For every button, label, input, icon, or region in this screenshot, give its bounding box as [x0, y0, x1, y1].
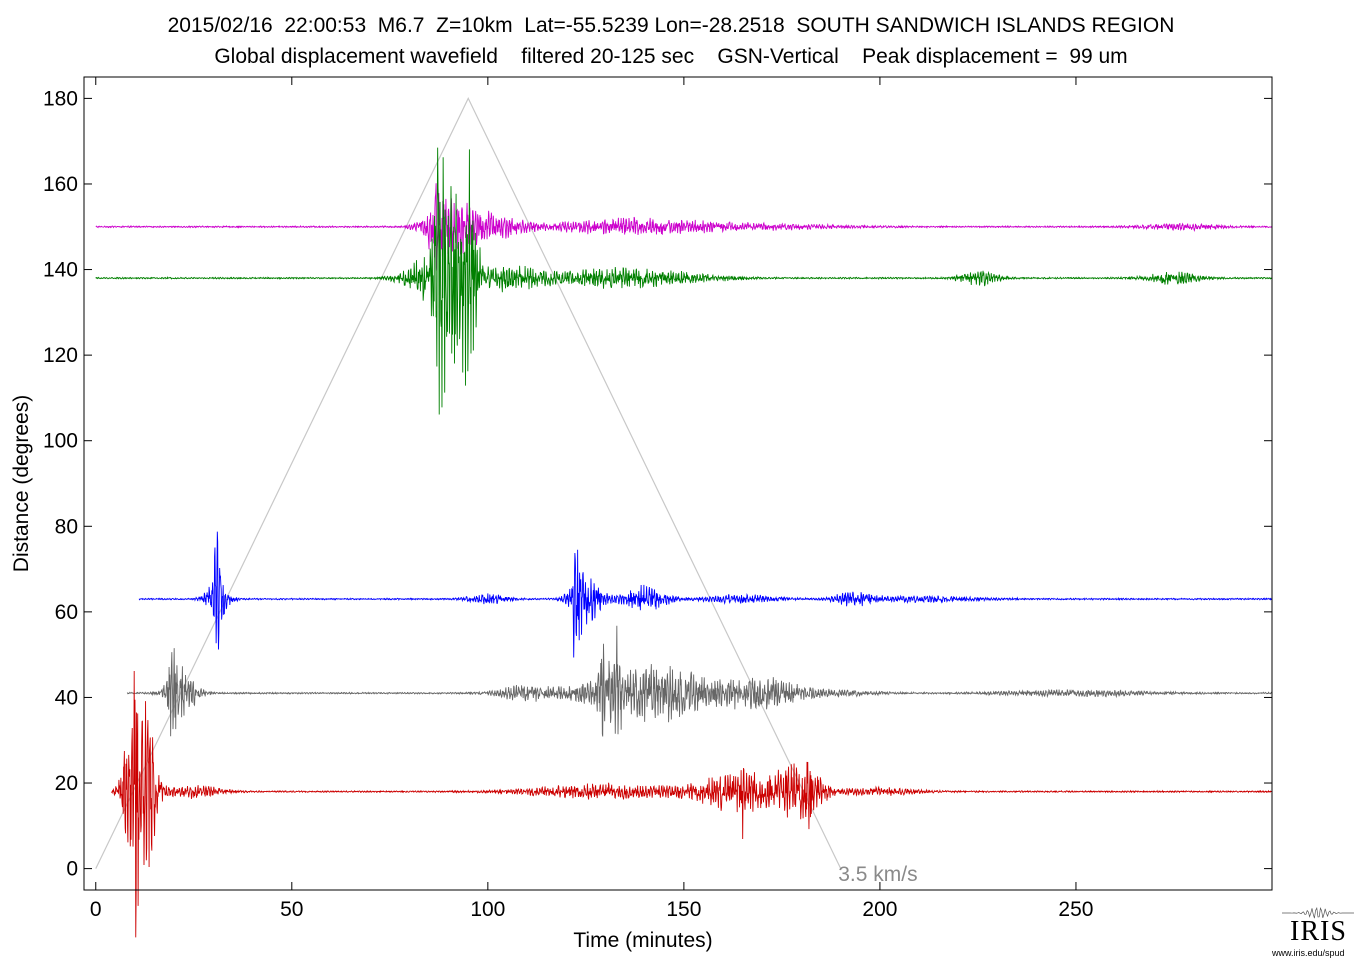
y-tick-label: 40: [55, 686, 78, 709]
logo-url: www.iris.edu/spud: [1272, 948, 1345, 958]
velocity-label: 3.5 km/s: [838, 863, 917, 886]
y-tick-label: 120: [43, 344, 78, 367]
iris-logo: IRIS: [1290, 916, 1347, 947]
y-tick-label: 80: [55, 515, 78, 538]
y-tick-label: 0: [66, 858, 78, 881]
y-tick-label: 160: [43, 173, 78, 196]
velocity-reference-line: [95, 97, 842, 869]
y-tick-label: 100: [43, 430, 78, 453]
trace-63deg: [138, 531, 1273, 658]
x-tick-label: 200: [862, 898, 897, 921]
trace-150deg: [95, 183, 1273, 271]
y-tick-label: 180: [43, 87, 78, 110]
logo-seismogram-icon: [1281, 906, 1355, 919]
y-tick-label: 140: [43, 259, 78, 282]
y-tick-label: 20: [55, 772, 78, 795]
chart-subtitle: Global displacement wavefield filtered 2…: [214, 45, 1128, 68]
y-tick-label: 60: [55, 601, 78, 624]
x-tick-label: 150: [666, 898, 701, 921]
trace-18deg: [111, 671, 1273, 938]
x-tick-label: 100: [470, 898, 505, 921]
plot-frame: [83, 76, 1273, 891]
chart-title: 2015/02/16 22:00:53 M6.7 Z=10km Lat=-55.…: [167, 14, 1175, 37]
trace-41deg: [126, 625, 1273, 737]
x-tick-label: 0: [90, 898, 102, 921]
x-tick-label: 50: [280, 898, 303, 921]
x-tick-label: 250: [1058, 898, 1093, 921]
y-axis-label: Distance (degrees): [10, 395, 33, 572]
trace-138deg: [95, 147, 1273, 415]
x-axis-label: Time (minutes): [573, 929, 712, 952]
